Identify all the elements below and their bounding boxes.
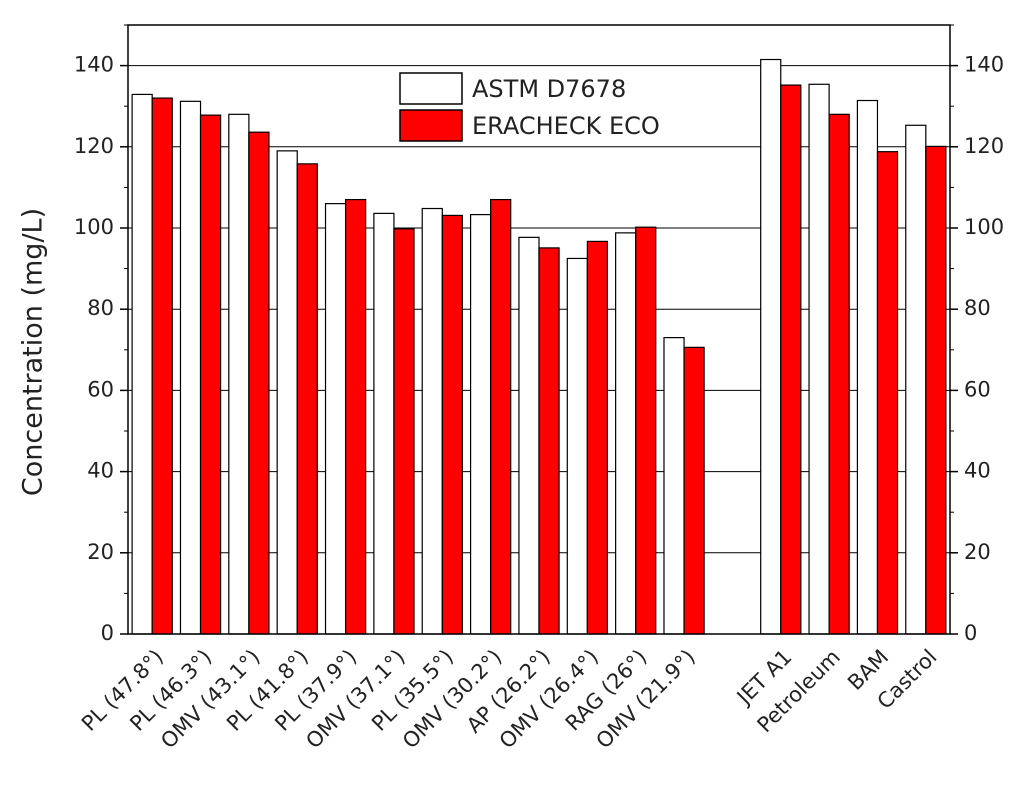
bar bbox=[925, 145, 947, 635]
y-tick-label: 40 bbox=[87, 459, 114, 483]
y-axis-title: Concentration (mg/L) bbox=[18, 208, 49, 496]
y-tick-label: 140 bbox=[74, 53, 114, 77]
y2-tick-label: 120 bbox=[964, 134, 1004, 158]
bar bbox=[856, 99, 879, 635]
bar bbox=[538, 247, 560, 635]
bar bbox=[683, 346, 705, 635]
bar bbox=[276, 150, 298, 635]
y2-tick-label: 140 bbox=[964, 53, 1004, 77]
y2-tick-label: 0 bbox=[964, 621, 977, 645]
y-tick-label: 100 bbox=[74, 215, 114, 239]
y2-tick-label: 100 bbox=[964, 215, 1004, 239]
y-tick-label: 20 bbox=[87, 540, 114, 564]
bar bbox=[131, 93, 153, 635]
y2-tick-label: 40 bbox=[964, 459, 991, 483]
y-tick-label: 0 bbox=[101, 621, 114, 645]
bar bbox=[296, 163, 318, 635]
bar bbox=[248, 131, 270, 635]
bar bbox=[179, 100, 202, 635]
bar bbox=[760, 58, 782, 635]
bar bbox=[469, 214, 492, 635]
bar bbox=[490, 198, 512, 635]
bar bbox=[518, 236, 540, 635]
plot-frame bbox=[127, 24, 951, 635]
y-tick-label: 60 bbox=[87, 377, 114, 401]
y2-tick-label: 20 bbox=[964, 540, 991, 564]
bar bbox=[228, 113, 250, 635]
bar bbox=[808, 83, 830, 635]
legend-swatch bbox=[399, 109, 463, 142]
bar bbox=[151, 97, 173, 635]
y-tick-label: 120 bbox=[74, 134, 114, 158]
bar bbox=[441, 214, 463, 635]
legend-swatch bbox=[399, 72, 463, 105]
bar bbox=[615, 232, 637, 635]
bar bbox=[586, 240, 609, 635]
bar bbox=[373, 212, 395, 635]
bar bbox=[905, 124, 927, 635]
bar bbox=[566, 257, 588, 635]
y2-tick-label: 60 bbox=[964, 377, 991, 401]
bar bbox=[324, 203, 347, 635]
y-tick-label: 80 bbox=[87, 296, 114, 320]
bar bbox=[421, 207, 443, 635]
bar bbox=[199, 114, 222, 635]
bar bbox=[635, 226, 657, 635]
legend-label: ERACHECK ECO bbox=[472, 112, 660, 140]
bar bbox=[344, 198, 367, 635]
bar bbox=[393, 228, 415, 635]
y2-tick-label: 80 bbox=[964, 296, 991, 320]
bar bbox=[780, 84, 802, 635]
bar bbox=[663, 337, 685, 635]
bar bbox=[876, 151, 899, 635]
legend-label: ASTM D7678 bbox=[472, 75, 626, 103]
bar bbox=[828, 113, 850, 635]
